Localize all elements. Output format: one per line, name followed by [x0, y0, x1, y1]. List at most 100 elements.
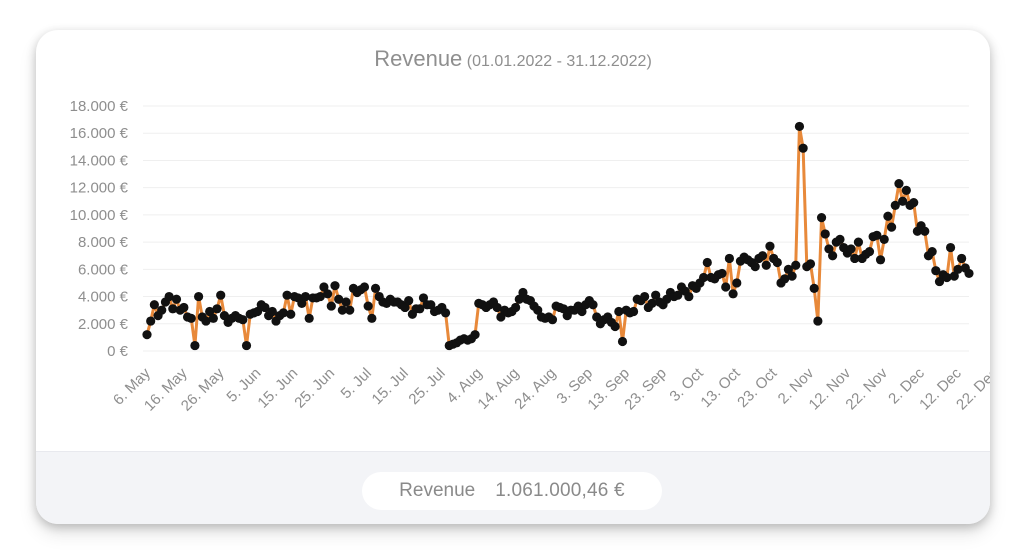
grid-layer [143, 105, 969, 352]
data-point [890, 200, 900, 210]
data-point [426, 300, 436, 310]
y-tick-label: 2.000 € [78, 316, 129, 333]
data-point [964, 268, 974, 279]
data-point [260, 302, 270, 313]
data-point [883, 211, 893, 221]
data-point [547, 315, 558, 325]
data-point [809, 283, 819, 293]
data-point [757, 251, 768, 261]
data-point [765, 241, 775, 251]
data-point [400, 302, 410, 313]
data-point [761, 260, 771, 270]
data-point [879, 234, 889, 244]
data-point [780, 274, 790, 284]
data-point [886, 222, 897, 232]
data-point [647, 298, 657, 308]
data-point [241, 340, 252, 351]
data-point [702, 257, 712, 268]
data-point [949, 271, 959, 281]
data-point [920, 226, 930, 236]
x-tick-label: 25. Jul [405, 365, 448, 408]
data-point [931, 266, 941, 276]
data-point [286, 309, 296, 319]
data-point [219, 311, 230, 321]
data-point [511, 302, 521, 313]
summary-footer: Revenue 1.061.000,46 € [36, 451, 990, 524]
data-point [514, 294, 524, 304]
data-point [945, 242, 956, 253]
y-tick-label: 14.000 € [70, 152, 129, 169]
data-point [326, 301, 336, 311]
data-point [813, 316, 823, 326]
data-point [662, 294, 672, 304]
data-point [791, 260, 801, 270]
y-tick-label: 6.000 € [78, 261, 129, 278]
data-point [628, 306, 639, 317]
data-point [927, 247, 937, 257]
x-tick-label: 25. Jun [291, 365, 338, 412]
data-point [149, 300, 159, 310]
data-point [684, 291, 694, 302]
x-tick-label: 15. Jul [369, 365, 412, 408]
data-point [787, 271, 797, 281]
data-point [142, 330, 152, 340]
data-point [721, 282, 731, 292]
data-point [640, 291, 650, 302]
x-tick-label: 23. Oct [734, 364, 781, 411]
data-point [330, 281, 340, 291]
data-point [699, 272, 709, 283]
data-point [592, 312, 602, 322]
revenue-series-markers [142, 121, 974, 351]
data-point [179, 302, 189, 313]
data-point [872, 230, 882, 240]
data-point [319, 282, 329, 292]
data-point [783, 264, 793, 274]
data-point [794, 121, 805, 132]
revenue-line-chart: 0 € 2.000 € 4.000 € 6.000 € 8.000 € 10.000 € 1… [70, 98, 990, 415]
chart-title-main: Revenue [374, 46, 463, 71]
x-tick-label: 23. Sep [621, 365, 670, 414]
x-tick-label: 24. Aug [511, 365, 559, 413]
data-point [614, 306, 624, 317]
data-point [470, 330, 480, 340]
summary-pill: Revenue 1.061.000,46 € [362, 472, 662, 510]
data-point [820, 229, 830, 239]
data-point [577, 306, 587, 317]
data-point [518, 287, 528, 298]
data-point [492, 302, 502, 313]
data-point [201, 316, 211, 326]
data-point [205, 306, 215, 317]
data-point [853, 237, 864, 247]
data-point [610, 321, 620, 332]
data-point [828, 251, 838, 261]
data-point [164, 291, 174, 302]
y-axis-ticks: 0 € 2.000 € 4.000 € 6.000 € 8.000 € 10.000 € 1… [70, 98, 129, 360]
data-point [404, 296, 414, 306]
data-point [190, 340, 200, 351]
data-point [440, 308, 451, 318]
x-tick-label: 22. Nov [842, 364, 891, 413]
summary-value: 1.061.000,46 € [495, 480, 625, 501]
data-point [418, 293, 429, 303]
data-point [732, 278, 742, 288]
data-point [212, 304, 222, 314]
data-point [953, 264, 963, 274]
data-point [942, 272, 952, 283]
data-point [651, 290, 661, 300]
data-point [168, 304, 178, 314]
data-point [415, 304, 425, 314]
data-point [798, 143, 808, 153]
data-point [673, 290, 683, 300]
data-point [341, 297, 351, 307]
data-point [363, 301, 373, 311]
data-point [496, 312, 506, 322]
data-point [194, 291, 204, 302]
data-point [894, 178, 904, 189]
data-point [957, 253, 967, 264]
data-point [252, 306, 263, 317]
data-point [724, 253, 735, 264]
data-point [617, 336, 628, 347]
data-point [533, 305, 543, 315]
data-point [334, 294, 344, 304]
